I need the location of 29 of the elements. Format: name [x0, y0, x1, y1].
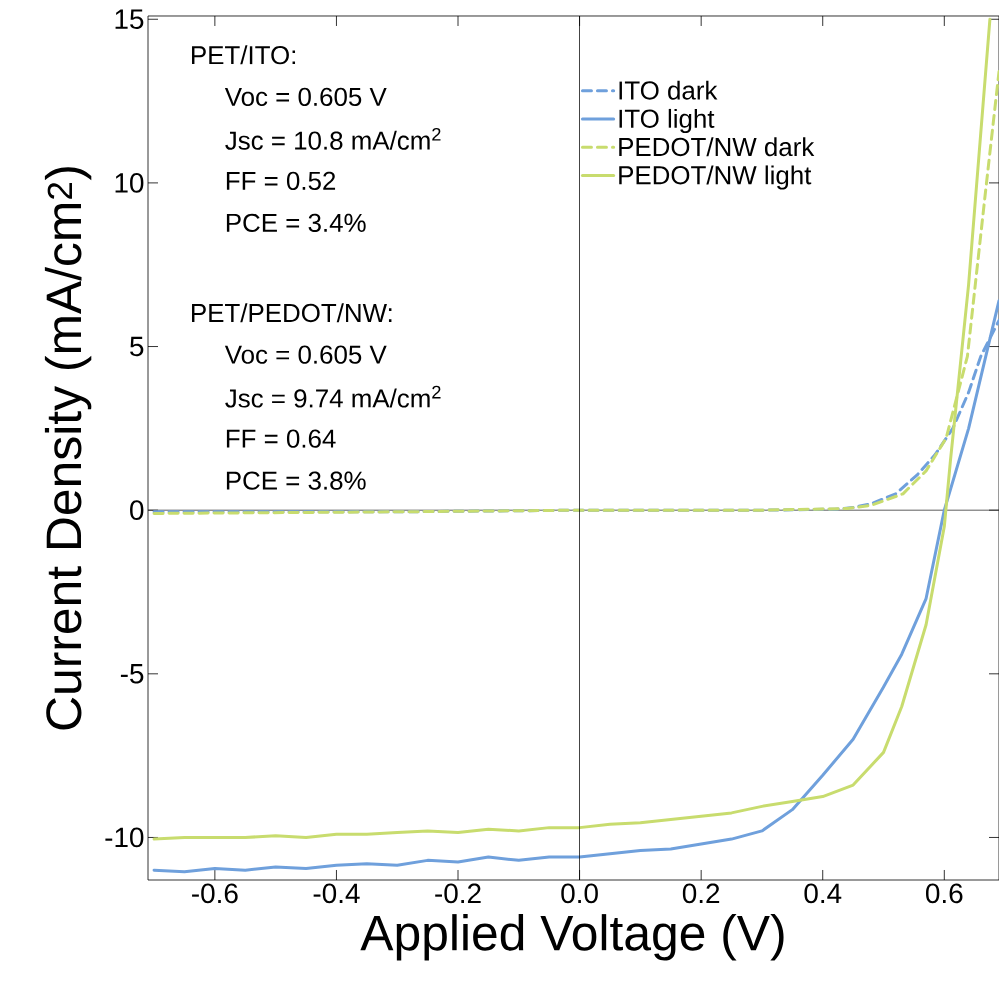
- annotation: Jsc = 10.8 mA/cm$^{2}$: [225, 127, 441, 150]
- annotation: PET/PEDOT/NW:: [192, 303, 392, 323]
- y-tick-label: 15: [115, 9, 144, 29]
- y-axis-title: Current Density (mA/cm$^{2}$): [44, 167, 92, 730]
- x-tick-label: 0.4: [804, 883, 842, 904]
- y-tick-label: 5: [130, 336, 144, 357]
- legend-label: PEDOT/NW light: [619, 165, 812, 190]
- annotation: Jsc = 9.74 mA/cm$^{2}$: [225, 385, 441, 408]
- annotation: FF = 0.64: [226, 429, 336, 448]
- x-tick-label: 0.6: [926, 883, 963, 904]
- y-tick-label: -5: [120, 664, 144, 684]
- x-tick-label: -0.4: [313, 883, 360, 904]
- y-tick-label: -10: [105, 827, 144, 848]
- annotation: PCE = 3.8%: [226, 471, 366, 490]
- annotation: Voc = 0.605 V: [224, 345, 387, 364]
- y-tick-label: 10: [115, 173, 144, 193]
- y-tick-label: 0: [130, 500, 144, 521]
- legend-label: ITO dark: [619, 80, 718, 100]
- x-tick-label: 0.2: [682, 883, 720, 904]
- annotation: PET/ITO:: [192, 45, 296, 65]
- annotation: PCE = 3.4%: [226, 213, 366, 232]
- legend-label: PEDOT/NW dark: [619, 137, 815, 157]
- x-axis-title: Applied Voltage (V): [360, 914, 784, 961]
- annotation: Voc = 0.605 V: [224, 87, 387, 107]
- x-tick-label: -0.2: [435, 883, 481, 904]
- x-tick-label: 0.0: [561, 883, 598, 904]
- legend-label: ITO light: [619, 108, 715, 134]
- x-tick-label: -0.6: [192, 883, 238, 904]
- annotation: FF = 0.52: [226, 171, 336, 190]
